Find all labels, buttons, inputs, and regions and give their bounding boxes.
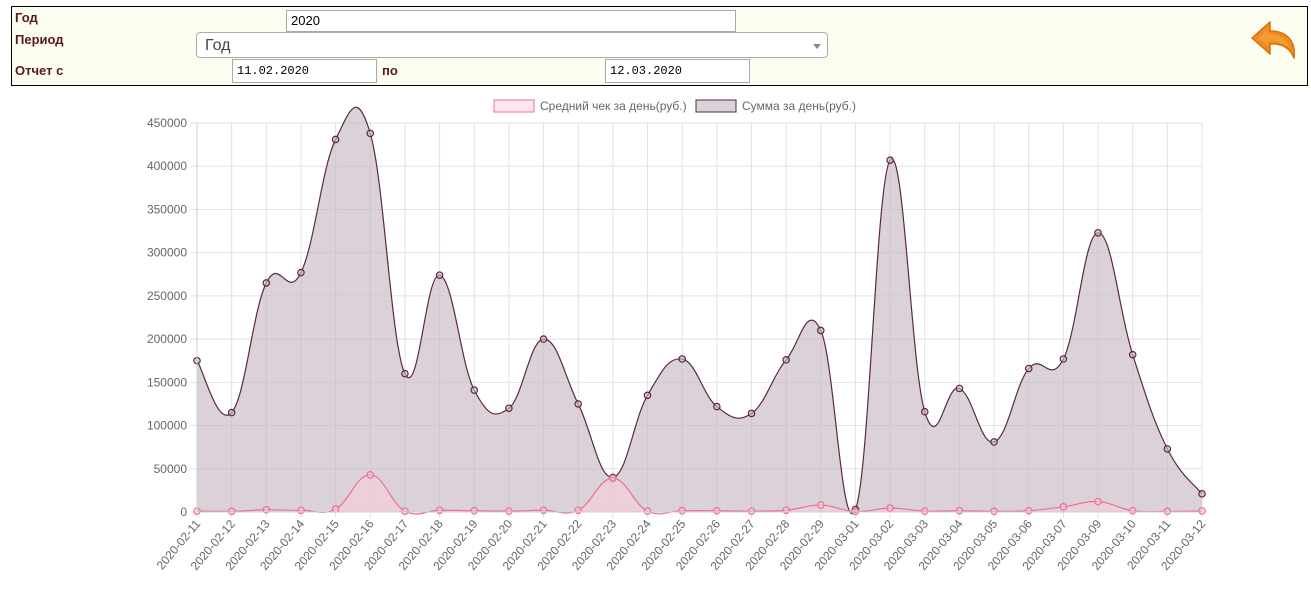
data-point	[331, 135, 340, 144]
period-label: Период	[15, 32, 64, 47]
data-point	[1128, 350, 1137, 359]
sales-chart: 0 50000 100000 150000 200000 250000 300000 3500…	[147, 99, 1209, 573]
data-point	[1198, 490, 1206, 498]
y-tick-label: 200000	[147, 332, 187, 346]
legend-swatch	[493, 99, 535, 113]
filter-panel: Год 2020 Период Год Отчет с 11.02.2020 п…	[11, 6, 1308, 86]
data-point	[990, 438, 998, 446]
y-tick-label: 400000	[147, 159, 187, 173]
data-point	[1059, 355, 1068, 363]
period-select[interactable]: Год	[196, 32, 828, 58]
series-area	[197, 107, 1202, 514]
data-point	[1163, 507, 1172, 516]
data-point	[262, 506, 271, 514]
data-point	[643, 391, 652, 400]
data-point	[1128, 506, 1137, 515]
y-tick-label: 100000	[147, 419, 187, 433]
data-point	[643, 507, 652, 515]
chevron-down-icon	[813, 44, 821, 49]
data-point	[574, 400, 583, 408]
data-point	[886, 504, 894, 512]
data-point	[574, 506, 583, 515]
data-point	[1094, 497, 1102, 506]
legend-item: Сумма за день(руб.)	[695, 99, 856, 113]
date-from-input[interactable]: 11.02.2020	[232, 59, 377, 83]
data-point	[435, 506, 444, 515]
y-tick-label: 0	[180, 505, 187, 519]
data-point	[747, 507, 756, 515]
data-point	[505, 404, 513, 413]
data-point	[366, 471, 375, 479]
data-point	[539, 506, 548, 515]
report-from-label: Отчет с	[15, 63, 64, 78]
data-point	[782, 356, 790, 364]
data-point	[747, 409, 756, 418]
data-point	[401, 369, 409, 378]
data-point	[920, 507, 929, 515]
legend-item: Средний чек за день(руб.)	[493, 99, 687, 113]
legend-swatch	[695, 99, 737, 113]
data-point	[713, 506, 721, 515]
data-point	[262, 279, 271, 287]
y-tick-label: 150000	[147, 375, 187, 389]
data-point	[297, 506, 305, 515]
data-point	[920, 407, 929, 416]
data-point	[1059, 503, 1068, 511]
data-point	[470, 386, 479, 394]
data-point	[1094, 228, 1102, 237]
period-select-value: Год	[205, 37, 231, 54]
data-point	[990, 507, 998, 516]
series-area	[197, 474, 1202, 515]
data-point	[435, 271, 444, 279]
data-point	[782, 506, 790, 515]
data-point	[1163, 445, 1172, 453]
data-point	[539, 335, 548, 343]
back-button[interactable]	[1248, 18, 1298, 66]
y-tick-label: 350000	[147, 202, 187, 216]
data-point	[1198, 507, 1206, 515]
data-point	[955, 384, 964, 393]
data-point	[227, 507, 236, 516]
legend-label: Средний чек за день(руб.)	[540, 99, 687, 113]
year-input[interactable]: 2020	[286, 10, 736, 32]
y-tick-label: 250000	[147, 289, 187, 303]
to-label: по	[382, 63, 398, 78]
data-point	[297, 268, 305, 277]
data-point	[678, 355, 686, 363]
data-point	[886, 156, 894, 164]
data-point	[678, 506, 686, 515]
y-tick-label: 300000	[147, 246, 187, 260]
data-point	[955, 506, 964, 515]
data-point	[1024, 506, 1033, 515]
data-point	[609, 474, 617, 483]
y-tick-label: 450000	[147, 116, 187, 130]
back-arrow-icon	[1251, 21, 1295, 59]
data-point	[227, 408, 236, 417]
data-point	[401, 507, 409, 515]
data-point	[470, 506, 479, 515]
legend-label: Сумма за день(руб.)	[742, 99, 856, 113]
year-label: Год	[15, 10, 38, 25]
data-point	[816, 326, 825, 335]
y-tick-label: 50000	[154, 462, 188, 476]
data-point	[505, 507, 513, 515]
data-point	[1024, 364, 1033, 373]
data-point	[816, 501, 825, 509]
data-point	[331, 505, 340, 513]
data-point	[713, 402, 721, 411]
date-to-input[interactable]: 12.03.2020	[605, 59, 750, 83]
data-point	[366, 129, 375, 138]
